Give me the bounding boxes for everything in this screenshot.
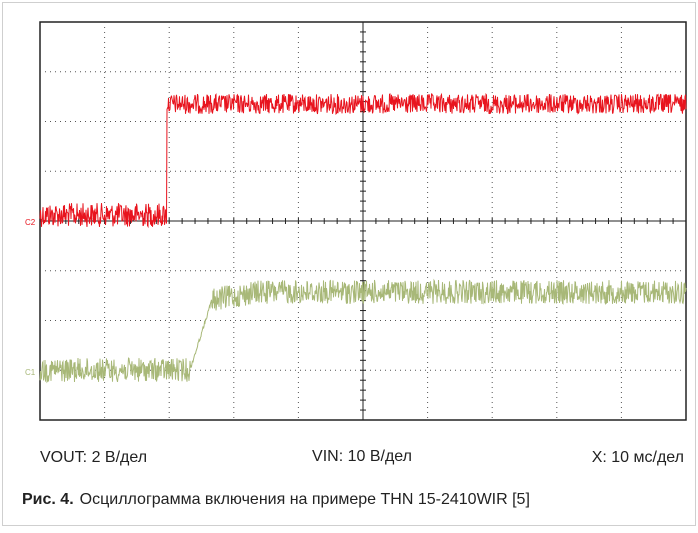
channel-label: C1 [25,368,36,377]
scale-label: VOUT: 2 В/дел [40,449,147,466]
caption-text: Осциллограмма включения на примере THN 1… [80,491,530,508]
trace-c2 [39,92,687,229]
scale-label: VIN: 10 В/дел [312,448,412,465]
scale-label: X: 10 мс/дел [592,449,684,466]
caption: Рис. 4. Осциллограмма включения на пример… [22,491,530,508]
caption-number: Рис. 4. [22,491,74,508]
trace-c1 [39,278,687,384]
channel-label: C2 [25,218,36,227]
